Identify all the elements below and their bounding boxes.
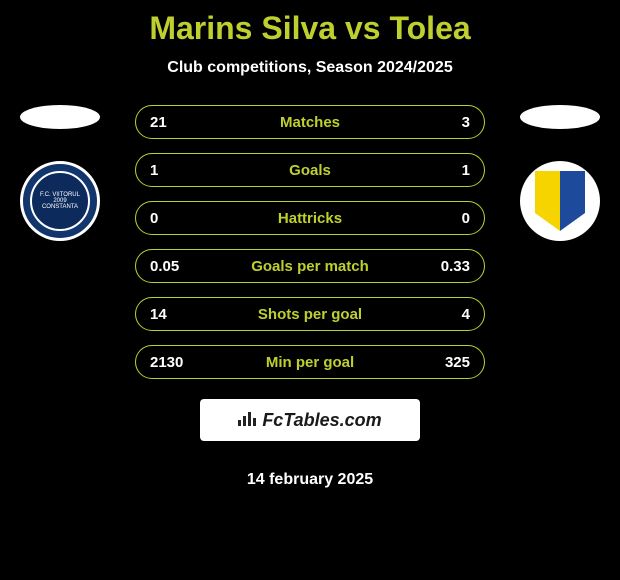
page-subtitle: Club competitions, Season 2024/2025 — [0, 59, 620, 77]
stat-row-spg: 14 Shots per goal 4 — [135, 297, 485, 331]
stat-right-value: 1 — [420, 162, 470, 179]
stat-right-value: 0 — [420, 210, 470, 227]
stats-column: 21 Matches 3 1 Goals 1 0 Hattricks 0 0.0… — [130, 105, 490, 489]
stat-row-mpg: 2130 Min per goal 325 — [135, 345, 485, 379]
stat-left-value: 1 — [150, 162, 200, 179]
club-badge-right — [520, 161, 600, 241]
stat-right-value: 3 — [420, 114, 470, 131]
brand-box[interactable]: FcTables.com — [200, 399, 420, 441]
stat-left-value: 21 — [150, 114, 200, 131]
stat-row-goals: 1 Goals 1 — [135, 153, 485, 187]
stat-left-value: 14 — [150, 306, 200, 323]
page-title: Marins Silva vs Tolea — [0, 10, 620, 47]
stat-label: Matches — [200, 114, 420, 131]
club-left-column: F.C. VIITORUL 2009 CONSTANTA — [10, 105, 110, 241]
stat-right-value: 325 — [420, 354, 470, 371]
stat-label: Shots per goal — [200, 306, 420, 323]
club-badge-right-shield — [535, 171, 585, 231]
club-badge-left-inner: F.C. VIITORUL 2009 CONSTANTA — [30, 171, 90, 231]
club-right-column — [510, 105, 610, 241]
content-wrapper: F.C. VIITORUL 2009 CONSTANTA 21 Matches … — [0, 105, 620, 489]
stat-right-value: 4 — [420, 306, 470, 323]
stat-label: Goals — [200, 162, 420, 179]
date-text: 14 february 2025 — [247, 471, 373, 489]
stat-left-value: 0 — [150, 210, 200, 227]
club-badge-left: F.C. VIITORUL 2009 CONSTANTA — [20, 161, 100, 241]
stat-right-value: 0.33 — [420, 258, 470, 275]
flag-right — [520, 105, 600, 129]
stat-row-gpm: 0.05 Goals per match 0.33 — [135, 249, 485, 283]
badge-left-text-bottom: CONSTANTA — [42, 204, 78, 210]
stat-label: Min per goal — [200, 354, 420, 371]
flag-left — [20, 105, 100, 129]
stat-left-value: 0.05 — [150, 258, 200, 275]
stat-row-matches: 21 Matches 3 — [135, 105, 485, 139]
stat-label: Goals per match — [200, 258, 420, 275]
stat-left-value: 2130 — [150, 354, 200, 371]
stat-label: Hattricks — [200, 210, 420, 227]
brand-text: FcTables.com — [262, 410, 381, 431]
chart-icon — [238, 410, 258, 431]
stat-row-hattricks: 0 Hattricks 0 — [135, 201, 485, 235]
main-container: Marins Silva vs Tolea Club competitions,… — [0, 0, 620, 489]
